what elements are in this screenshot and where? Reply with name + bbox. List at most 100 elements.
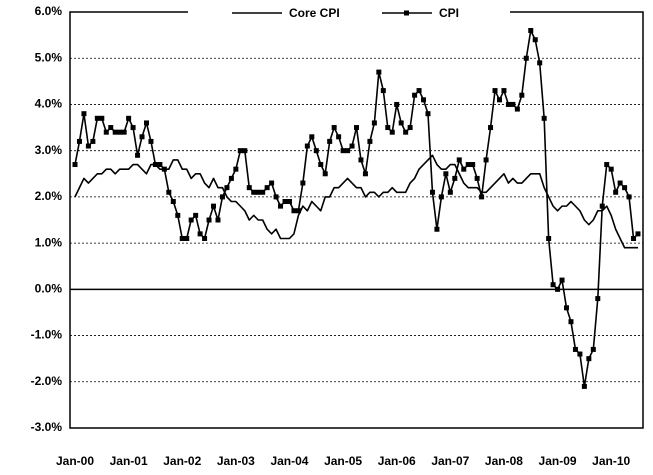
data-point (416, 88, 422, 94)
data-point (599, 203, 605, 209)
data-point (447, 189, 453, 195)
data-point (246, 185, 252, 191)
plot-frame (69, 11, 644, 429)
data-point (438, 194, 444, 200)
data-point (541, 115, 547, 121)
data-point (398, 120, 404, 126)
data-point (349, 143, 355, 149)
data-point (385, 125, 391, 131)
x-tick-label: Jan-04 (270, 454, 308, 468)
data-point (166, 189, 172, 195)
data-point (206, 217, 212, 223)
data-point (309, 134, 315, 140)
data-point (175, 212, 181, 218)
x-tick-label: Jan-05 (324, 454, 362, 468)
data-point (590, 346, 596, 352)
data-point (577, 351, 583, 357)
data-point (505, 101, 511, 107)
data-point (242, 148, 248, 154)
x-tick-label: Jan-01 (110, 454, 148, 468)
data-point (202, 235, 208, 241)
data-point (193, 212, 199, 218)
y-tick-label: 1.0% (35, 235, 63, 249)
data-point (514, 106, 520, 112)
data-point (130, 125, 136, 131)
x-tick-label: Jan-07 (431, 454, 469, 468)
y-tick-label: -1.0% (31, 328, 63, 342)
data-point (354, 125, 359, 131)
data-point (501, 88, 507, 94)
data-point (443, 171, 449, 177)
data-point (300, 180, 306, 186)
data-point (108, 125, 114, 131)
data-point (76, 138, 82, 144)
data-point (492, 88, 498, 94)
data-point (81, 111, 87, 117)
data-point (121, 129, 127, 135)
data-point (188, 217, 194, 223)
data-point (550, 282, 556, 288)
data-point (336, 134, 342, 140)
grid (70, 57, 643, 383)
y-tick-label: -3.0% (31, 420, 63, 434)
data-point (228, 175, 234, 181)
data-point (179, 235, 185, 241)
data-point (425, 111, 431, 117)
data-point (143, 120, 149, 126)
data-point (519, 92, 525, 98)
x-tick-label: Jan-06 (378, 454, 416, 468)
data-point (219, 194, 225, 200)
data-point (568, 319, 574, 325)
data-point (278, 203, 284, 209)
y-tick-label: 0.0% (35, 282, 63, 296)
data-point (260, 189, 266, 195)
data-point (304, 143, 310, 149)
data-point (99, 115, 105, 121)
legend-label: CPI (439, 6, 459, 20)
data-point (286, 199, 292, 205)
data-point (112, 129, 118, 135)
data-point (72, 162, 78, 168)
data-point (85, 143, 91, 149)
data-point (318, 162, 324, 168)
data-point (617, 180, 623, 186)
data-point (295, 208, 301, 214)
series-layer (72, 27, 641, 389)
data-point (559, 277, 565, 283)
data-point (264, 185, 270, 191)
data-point (152, 162, 158, 168)
x-tick-label: Jan-10 (592, 454, 630, 468)
data-point (586, 356, 592, 362)
x-tick-label: Jan-00 (56, 454, 94, 468)
data-point (631, 235, 637, 241)
series-line (74, 154, 638, 249)
data-point (407, 125, 413, 131)
data-point (465, 162, 471, 168)
data-point (313, 148, 319, 154)
data-point (367, 138, 373, 144)
data-point (362, 171, 368, 177)
data-point (528, 27, 534, 33)
data-point (604, 162, 610, 168)
data-point (613, 189, 619, 195)
data-point (371, 120, 377, 126)
data-point (273, 194, 279, 200)
data-point (626, 194, 632, 200)
data-point (282, 199, 288, 205)
data-point (456, 157, 462, 163)
x-tick-label: Jan-09 (539, 454, 577, 468)
series-line (74, 29, 639, 388)
data-point (340, 148, 346, 154)
data-point (581, 383, 587, 389)
data-point (452, 175, 458, 181)
data-point (161, 166, 167, 172)
legend: Core CPI CPI (188, 4, 510, 21)
data-point (488, 125, 494, 131)
data-point (327, 138, 333, 144)
data-point (523, 55, 529, 61)
data-point (322, 171, 328, 177)
data-point (496, 97, 502, 103)
data-point (479, 194, 485, 200)
data-point (197, 231, 203, 237)
